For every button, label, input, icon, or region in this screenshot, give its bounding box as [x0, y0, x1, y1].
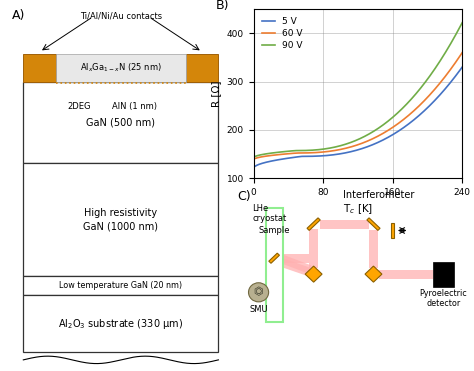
- Text: LHe
cryostat: LHe cryostat: [253, 204, 287, 223]
- Polygon shape: [367, 218, 380, 230]
- Polygon shape: [277, 257, 310, 276]
- Polygon shape: [307, 218, 320, 230]
- Text: ⏣: ⏣: [254, 287, 264, 297]
- Text: Low temperature GaN (20 nm): Low temperature GaN (20 nm): [59, 281, 182, 290]
- 90 V: [320, 147, 326, 151]
- 5 V: [402, 125, 408, 129]
- 90 V: [253, 154, 258, 158]
- 60 V: [459, 50, 465, 55]
- Polygon shape: [319, 220, 369, 229]
- 90 V: [277, 150, 283, 154]
- Text: Pyroelectric
detector: Pyroelectric detector: [419, 289, 467, 308]
- Line: 60 V: 60 V: [255, 53, 462, 158]
- 60 V: [383, 130, 388, 134]
- Polygon shape: [369, 230, 378, 269]
- 5 V: [277, 157, 283, 162]
- Bar: [392, 223, 394, 238]
- 90 V: [334, 144, 340, 149]
- 90 V: [459, 20, 465, 25]
- Text: GaN (500 nm): GaN (500 nm): [86, 118, 155, 127]
- Polygon shape: [269, 253, 280, 263]
- 60 V: [320, 150, 326, 154]
- Text: Interferometer: Interferometer: [343, 190, 414, 200]
- Text: AlN (1 nm): AlN (1 nm): [111, 102, 156, 111]
- Bar: [266, 208, 283, 322]
- Polygon shape: [365, 266, 382, 282]
- Polygon shape: [278, 254, 312, 273]
- 60 V: [334, 148, 340, 152]
- Line: 5 V: 5 V: [255, 67, 462, 166]
- Circle shape: [248, 283, 269, 302]
- Text: B): B): [216, 0, 229, 12]
- Bar: [23, 54, 56, 82]
- 5 V: [320, 154, 326, 158]
- Bar: [23, 82, 219, 163]
- 5 V: [403, 124, 409, 128]
- Bar: [56, 54, 186, 82]
- Bar: [186, 54, 219, 82]
- Text: Al$_x$Ga$_{1-x}$N (25 nm): Al$_x$Ga$_{1-x}$N (25 nm): [80, 62, 162, 74]
- Bar: [23, 163, 219, 276]
- Legend: 5 V, 60 V, 90 V: 5 V, 60 V, 90 V: [258, 14, 307, 53]
- Polygon shape: [305, 266, 322, 282]
- X-axis label: T$_c$ [K]: T$_c$ [K]: [343, 202, 373, 216]
- Text: Al$_2$O$_3$ substrate (330 μm): Al$_2$O$_3$ substrate (330 μm): [58, 317, 183, 331]
- Text: C): C): [237, 190, 251, 203]
- Bar: [433, 262, 454, 287]
- Bar: [23, 276, 219, 295]
- Text: Sample: Sample: [258, 226, 290, 236]
- Bar: [23, 295, 219, 352]
- Y-axis label: R [Ω]: R [Ω]: [211, 81, 221, 107]
- Text: 2DEG: 2DEG: [67, 102, 91, 111]
- 5 V: [459, 65, 465, 69]
- 60 V: [277, 152, 283, 157]
- 60 V: [253, 156, 258, 161]
- 60 V: [403, 116, 409, 120]
- 5 V: [253, 164, 258, 168]
- Line: 90 V: 90 V: [255, 23, 462, 156]
- 90 V: [383, 121, 388, 125]
- Text: A): A): [12, 9, 25, 22]
- 5 V: [383, 137, 388, 141]
- 60 V: [402, 116, 408, 121]
- Polygon shape: [309, 229, 319, 269]
- Text: SMU: SMU: [249, 305, 268, 314]
- Text: Ti/Al/Ni/Au contacts: Ti/Al/Ni/Au contacts: [80, 11, 162, 20]
- Polygon shape: [280, 254, 309, 263]
- 5 V: [334, 152, 340, 157]
- 90 V: [403, 103, 409, 107]
- 90 V: [402, 104, 408, 108]
- Text: High resistivity
GaN (1000 nm): High resistivity GaN (1000 nm): [83, 208, 158, 232]
- Polygon shape: [380, 270, 433, 279]
